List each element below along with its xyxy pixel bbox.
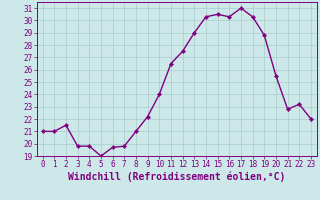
- X-axis label: Windchill (Refroidissement éolien,°C): Windchill (Refroidissement éolien,°C): [68, 172, 285, 182]
